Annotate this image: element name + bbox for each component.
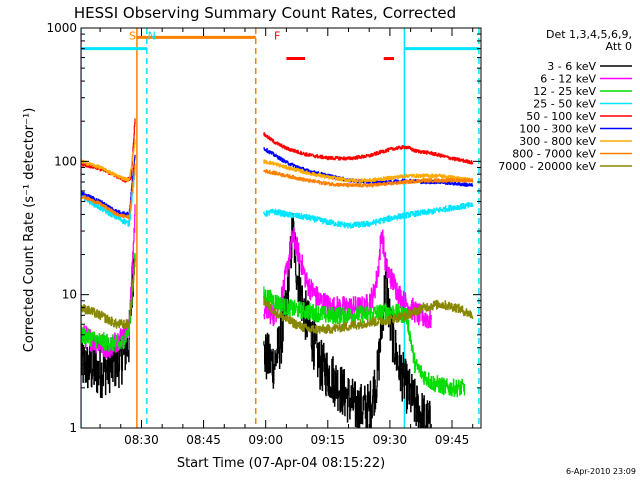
x-tick-label: 09:00	[248, 433, 283, 447]
annotation-s: S	[129, 29, 136, 42]
legend-label-2: 6 - 12 keV	[540, 73, 596, 86]
legend-label-1: 3 - 6 keV	[547, 60, 596, 73]
y-tick-label: 10	[62, 288, 77, 302]
legend-label-9: 7000 - 20000 keV	[498, 160, 596, 173]
legend-label-5: 50 - 100 keV	[526, 110, 596, 123]
legend-label-3: 12 - 25 keV	[533, 85, 596, 98]
series-line-9-part-1	[81, 258, 136, 329]
series-line-6-part-1	[81, 154, 136, 216]
series-line-3-part-2	[263, 286, 465, 398]
legend-label-7: 300 - 800 keV	[519, 135, 596, 148]
x-tick-label: 09:45	[435, 433, 470, 447]
series-line-7-part-2	[263, 159, 474, 183]
legend-label-4: 25 - 50 keV	[533, 98, 596, 111]
chart-title: HESSI Observing Summary Count Rates, Cor…	[74, 4, 456, 22]
series-line-5-part-2	[263, 132, 474, 165]
y-tick-label: 100	[54, 154, 77, 168]
series-line-8-part-1	[81, 163, 136, 220]
footer-date: 6-Apr-2010 23:09	[566, 467, 636, 476]
legend-label-8: 800 - 7000 keV	[512, 148, 596, 161]
series-line-8-part-2	[263, 169, 474, 188]
legend-label-6: 100 - 300 keV	[519, 123, 596, 136]
series-line-3-part-1	[81, 253, 136, 352]
series-line-1-part-2	[263, 213, 432, 428]
annotation-n: N	[148, 29, 156, 42]
axes: 1 10 100 1000 08:30 08:45 09:00 09:15 09:30 09:45	[46, 21, 482, 447]
series-line-4-part-2	[263, 202, 474, 229]
x-axis-label: Start Time (07-Apr-04 08:15:22)	[177, 456, 385, 471]
legend-header-line-2: Att 0	[606, 40, 632, 53]
y-tick-label: 1	[69, 421, 77, 435]
series-line-9-part-2	[263, 295, 474, 334]
plot-frame	[80, 27, 482, 429]
legend-header-line-1: Det 1,3,4,5,6,9,	[546, 28, 632, 41]
x-tick-label: 09:15	[310, 433, 345, 447]
x-tick-label: 08:45	[186, 433, 221, 447]
x-tick-label: 08:30	[124, 433, 159, 447]
x-tick-label: 09:30	[373, 433, 408, 447]
y-tick-label: 1000	[46, 21, 77, 35]
annotation-f: F	[274, 29, 280, 42]
y-axis-label: Corrected Count Rate (s⁻¹ detector⁻¹)	[22, 108, 37, 353]
series-line-7-part-1	[81, 139, 136, 183]
